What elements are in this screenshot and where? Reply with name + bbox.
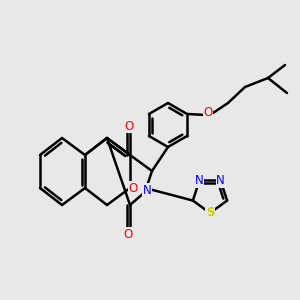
Text: O: O (203, 106, 213, 119)
Text: N: N (142, 184, 152, 196)
Text: O: O (128, 182, 138, 194)
Text: S: S (206, 206, 214, 220)
Text: O: O (124, 119, 134, 133)
Text: O: O (123, 227, 133, 241)
Text: N: N (216, 174, 225, 187)
Text: N: N (195, 174, 204, 187)
